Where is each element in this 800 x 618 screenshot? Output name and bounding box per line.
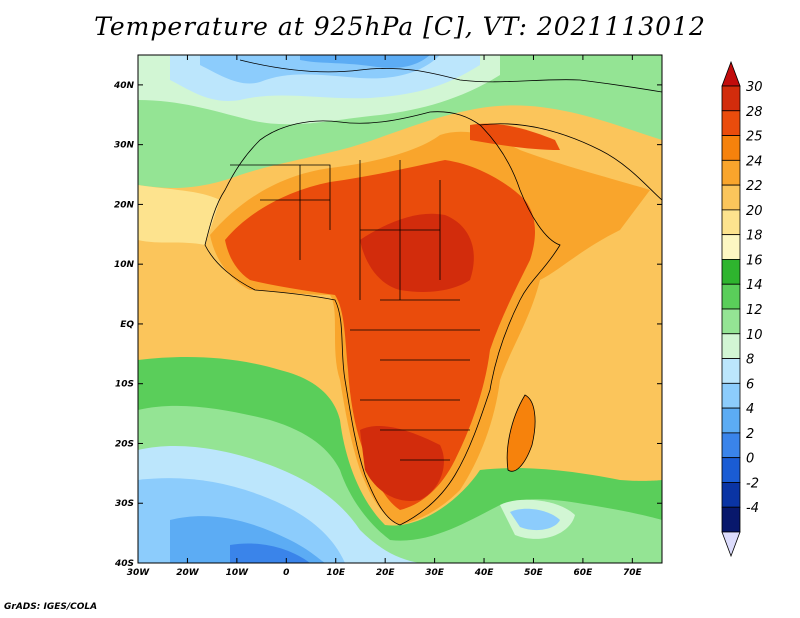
field-hot-core-sahel <box>360 213 474 292</box>
lat-tick-label: 30S <box>115 499 134 509</box>
lon-tick-label: 10W <box>226 568 250 578</box>
colorbar-level-label: 10 <box>746 328 763 343</box>
colorbar-swatch <box>721 209 741 236</box>
lat-tick-label: 10S <box>115 380 134 390</box>
colorbar-swatch <box>721 333 741 359</box>
latitude-axis: 40N 30N 20N 10N EQ 10S 20S 30S 40S <box>113 81 662 569</box>
colorbar-swatch <box>721 506 741 533</box>
country-borders <box>230 160 480 461</box>
colorbar-top-arrow <box>721 60 741 87</box>
lon-tick-label: 0 <box>283 568 289 578</box>
map-frame <box>137 54 663 564</box>
field-south-core <box>230 543 310 563</box>
colorbar-swatch <box>721 110 741 136</box>
lat-tick-label: EQ <box>120 320 134 330</box>
colorbar-level-label: 0 <box>746 452 754 467</box>
colorbar-bottom-arrow <box>721 531 741 558</box>
colorbar-level-label: 20 <box>746 204 763 219</box>
colorbar-level-label: 6 <box>746 377 754 392</box>
lon-tick-label: 10E <box>326 568 346 578</box>
colorbar-swatch <box>721 159 741 186</box>
colorbar-swatch <box>721 184 741 211</box>
colorbar-level-label: 2 <box>746 427 754 442</box>
map-title: Temperature at 925hPa [C], VT: 202111301… <box>94 12 706 41</box>
colorbar-level-label: 8 <box>746 353 754 368</box>
field-se-eddy-core <box>510 508 560 531</box>
lon-tick-label: 40E <box>474 568 495 578</box>
colorbar-level-label: -2 <box>746 476 759 491</box>
colorbar-swatch <box>721 432 741 459</box>
lat-tick-label: 20N <box>114 200 135 210</box>
europe-coast <box>239 59 662 93</box>
lon-tick-label: 30W <box>127 568 151 578</box>
colorbar-level-label: 24 <box>746 154 763 169</box>
field-west-yellow <box>138 185 220 245</box>
colorbar-swatch <box>721 135 741 161</box>
lat-tick-label: 40N <box>113 81 135 91</box>
field-north-deepblue <box>300 55 430 68</box>
field-madagascar <box>507 395 536 472</box>
colorbar-swatch <box>721 234 741 260</box>
arabia-coast <box>479 123 662 201</box>
lat-tick-label: 30N <box>114 141 135 151</box>
colorbar-level-label: 30 <box>746 80 763 95</box>
africa-coast <box>204 111 561 526</box>
colorbar-level-label: 28 <box>746 105 763 120</box>
colorbar-level-label: 22 <box>746 179 763 194</box>
colorbar-level-label: 14 <box>746 278 763 293</box>
colorbar-swatch <box>721 283 741 310</box>
colorbar-level-label: 16 <box>746 253 763 268</box>
colorbar-level-label: -4 <box>746 501 759 516</box>
temperature-field <box>138 55 662 563</box>
lon-tick-label: 70E <box>623 568 643 578</box>
lat-tick-label: 20S <box>115 439 134 449</box>
lon-tick-label: 50E <box>524 568 544 578</box>
colorbar-swatch <box>721 482 741 508</box>
colorbar-swatch <box>721 382 741 409</box>
colorbar-swatch <box>721 308 741 335</box>
colorbar-level-label: 25 <box>746 130 763 145</box>
colorbar-swatch <box>721 358 741 384</box>
colorbar-swatch <box>721 407 741 434</box>
lon-tick-label: 30E <box>425 568 445 578</box>
colorbar-swatch <box>721 457 741 483</box>
longitude-axis: 30W 20W 10W 0 10E 20E 30E 40E 50E 60E 70E <box>127 55 643 578</box>
lat-tick-label: 40S <box>114 559 134 569</box>
colorbar-swatch <box>721 85 741 112</box>
field-hot-core-south <box>360 425 444 501</box>
colorbar-level-label: 4 <box>746 402 754 417</box>
colorbar-swatch <box>721 259 741 285</box>
lat-tick-label: 10N <box>114 260 135 270</box>
lon-tick-label: 60E <box>574 568 594 578</box>
footer-credit: GrADS: IGES/COLA <box>4 602 98 612</box>
lon-tick-label: 20E <box>376 568 396 578</box>
colorbar-level-label: 12 <box>746 303 763 318</box>
madagascar-coast <box>506 394 536 472</box>
field-arabia-red <box>470 123 560 150</box>
colorbar-level-label: 18 <box>746 229 763 244</box>
lon-tick-label: 20W <box>176 568 200 578</box>
coastlines <box>204 59 662 526</box>
